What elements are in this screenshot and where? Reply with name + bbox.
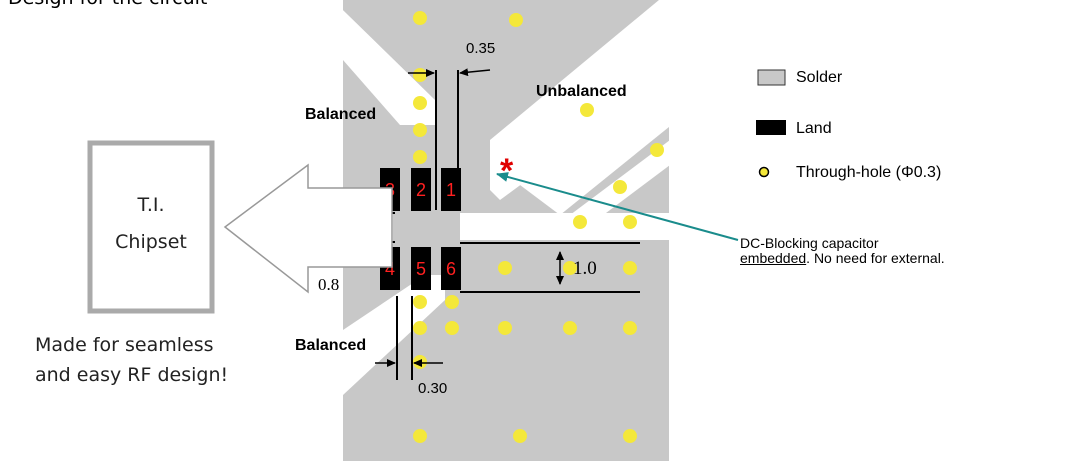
land-pad [411, 247, 431, 290]
legend-solder-label: Solder [796, 69, 843, 86]
note-rest: . No need for external. [806, 250, 945, 266]
via-hole [413, 321, 427, 335]
tagline: Made for seamless and easy RF design! [35, 330, 228, 390]
via-hole [445, 295, 459, 309]
via-hole [445, 321, 459, 335]
dim-left-gap: 0.8 [318, 275, 339, 294]
via-hole [623, 215, 637, 229]
label-balanced-top: Balanced [305, 106, 376, 123]
note-embedded: embedded [740, 250, 807, 266]
capacitor-note: DC-Blocking capacitor embedded. No need … [740, 236, 945, 266]
pad-number: 5 [416, 259, 426, 279]
tagline-line2: and easy RF design! [35, 364, 229, 386]
chipset-line1: T.I. [136, 194, 164, 216]
legend-solder-swatch [757, 69, 786, 86]
via-hole [498, 261, 512, 275]
via-hole [509, 13, 523, 27]
pad-number: 6 [446, 259, 456, 279]
pad-number: 1 [446, 180, 456, 200]
via-hole [413, 123, 427, 137]
via-hole [498, 321, 512, 335]
via-hole [623, 429, 637, 443]
land-pads: 321456 [380, 168, 461, 290]
via-hole [650, 143, 664, 157]
via-hole [413, 96, 427, 110]
via-hole [413, 295, 427, 309]
label-balanced-bottom: Balanced [295, 337, 366, 354]
capacitor-pointer-arrow [496, 172, 739, 241]
via-hole [623, 261, 637, 275]
via-hole [413, 68, 427, 82]
via-hole [580, 103, 594, 117]
dim-top-width: 0.35 [466, 40, 495, 57]
chipset-box [87, 140, 215, 314]
via-hole [613, 180, 627, 194]
dim-right-gap: 1.0 [573, 258, 597, 279]
pad-number: 4 [385, 259, 395, 279]
via-hole [513, 429, 527, 443]
land-pad [411, 168, 431, 211]
legend-via-swatch [758, 166, 770, 178]
legend-through-hole-label: Through-hole (Φ0.3) [796, 164, 941, 181]
dim-bottom-width: 0.30 [418, 380, 447, 397]
note-line2: embedded. No need for external. [740, 251, 945, 266]
land-pad [441, 168, 461, 211]
via-hole [563, 261, 577, 275]
via-hole [413, 11, 427, 25]
hollow-arrow [223, 163, 393, 294]
note-line1: DC-Blocking capacitor [740, 235, 879, 251]
via-hole [413, 150, 427, 164]
via-hole [413, 355, 427, 369]
header-fragment: Design for the circuit [8, 0, 207, 9]
via-hole [413, 429, 427, 443]
pad-number: 2 [416, 180, 426, 200]
tagline-line1: Made for seamless [35, 334, 214, 356]
land-pad [441, 247, 461, 290]
asterisk-marker: * [500, 152, 514, 190]
via-hole [573, 215, 587, 229]
label-unbalanced: Unbalanced [536, 83, 627, 100]
chipset-line2: Chipset [115, 231, 187, 253]
legend-land-swatch [756, 120, 786, 135]
via-hole [623, 321, 637, 335]
legend-land-label: Land [796, 120, 832, 137]
via-hole [563, 321, 577, 335]
